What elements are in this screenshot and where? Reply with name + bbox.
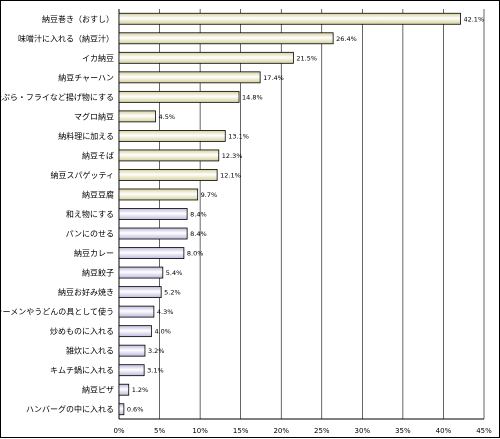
category-labels: 納豆巻き（おすし） 味噌汁に入れる（納豆汁） イカ納豆納豆チャーハン天ぷら・フライな… <box>1 14 114 414</box>
data-label: 8.4% <box>190 211 207 219</box>
bar <box>118 90 240 103</box>
bar <box>118 266 164 279</box>
category-label: 納豆カレー <box>74 248 114 258</box>
x-tick-label: 0% <box>113 427 124 435</box>
bar <box>118 110 156 123</box>
category-label: マグロ納豆 <box>74 111 114 121</box>
x-tick-label: 35% <box>395 427 411 435</box>
bar <box>118 208 188 220</box>
x-tick-label: 5% <box>154 427 165 435</box>
category-label: 納豆お好み焼き <box>58 287 114 297</box>
bar <box>118 247 185 259</box>
data-label: 12.3% <box>222 152 243 160</box>
bar <box>118 169 218 181</box>
bar <box>118 227 188 240</box>
bar <box>118 12 461 25</box>
category-label: ラーメンやうどんの具として使う <box>1 307 114 317</box>
x-tick-label: 40% <box>436 427 452 435</box>
x-tick-label: 10% <box>192 427 208 435</box>
bar <box>118 51 294 64</box>
category-label: イカ納豆 <box>82 53 114 63</box>
data-label: 9.7% <box>201 191 218 199</box>
data-label: 3.2% <box>148 347 165 355</box>
category-label: 納豆ピザ <box>82 385 114 395</box>
bars <box>118 12 461 416</box>
bar <box>118 130 226 142</box>
data-label: 17.4% <box>263 74 284 82</box>
data-label: 8.4% <box>190 230 207 238</box>
data-label: 12.1% <box>220 171 241 179</box>
data-label: 4.3% <box>157 308 174 316</box>
data-label: 0.6% <box>127 406 144 414</box>
data-label: 3.1% <box>147 367 164 375</box>
value-labels: 42.1% 26.4% 21.5% 17.4% 14.8% 4.5% 13.1% 12.3% 1… <box>127 15 484 413</box>
category-label: 納豆チャーハン <box>58 72 114 82</box>
data-label: 4.5% <box>159 113 176 121</box>
category-label: 味噌汁に入れる（納豆汁） <box>18 33 114 43</box>
bar <box>118 305 155 318</box>
bar <box>118 32 334 45</box>
data-label: 26.4% <box>336 35 357 43</box>
bar <box>118 383 130 396</box>
x-tick-label: 45% <box>476 427 492 435</box>
data-label: 13.1% <box>228 132 249 140</box>
x-tick-label: 25% <box>314 427 330 435</box>
category-label: 納豆餃子 <box>82 268 114 278</box>
data-label: 5.4% <box>166 269 183 277</box>
bar <box>118 344 146 357</box>
category-label: 天ぷら・フライなど揚げ物にする <box>1 92 114 102</box>
x-tick-label: 30% <box>355 427 371 435</box>
category-label: ハンバーグの中に入れる <box>26 404 114 414</box>
category-label: 雑炊に入れる <box>66 346 114 356</box>
data-label: 1.2% <box>132 386 149 394</box>
category-label: 納豆スパゲッティ <box>50 170 114 180</box>
x-tick-label: 15% <box>233 427 249 435</box>
bar <box>118 149 220 162</box>
bar <box>118 403 125 416</box>
data-label: 14.8% <box>242 93 263 101</box>
data-label: 42.1% <box>463 15 484 23</box>
category-label: 納豆豆腐 <box>82 189 114 199</box>
bar <box>118 286 162 298</box>
category-label: 納料理に加える <box>58 131 114 141</box>
data-label: 5.2% <box>164 289 181 297</box>
x-axis-ticks: 0% 5% 10% 15% 20% 25% 30% 35% 40% 45% <box>113 427 492 435</box>
category-label: 炒めものに入れる <box>50 327 114 336</box>
data-label: 8.0% <box>187 250 204 258</box>
data-label: 4.0% <box>154 328 171 336</box>
bar <box>118 325 152 338</box>
category-label: パンにのせる <box>66 230 114 239</box>
x-tick-label: 20% <box>273 427 289 435</box>
bar <box>118 71 261 84</box>
bar <box>118 188 199 201</box>
category-label: 納豆そば <box>82 150 114 160</box>
category-label: 納豆巻き（おすし） <box>42 14 114 24</box>
category-label: キムチ鍋に入れる <box>50 365 114 375</box>
category-label: 和え物にする <box>66 209 114 219</box>
data-label: 21.5% <box>296 54 317 62</box>
bar <box>118 364 145 377</box>
